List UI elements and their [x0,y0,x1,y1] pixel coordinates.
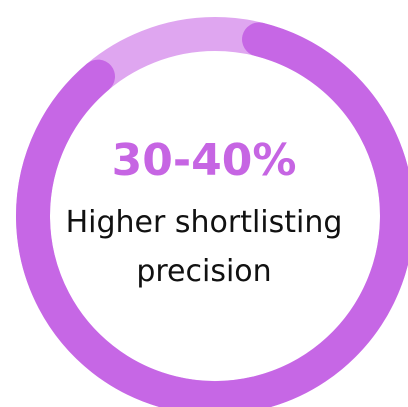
caption-line-1: Higher shortlisting [65,205,343,240]
caption-line-2: precision [136,254,272,289]
ring-highlight-arc [16,22,408,407]
headline-value: 30-40% [111,135,297,186]
